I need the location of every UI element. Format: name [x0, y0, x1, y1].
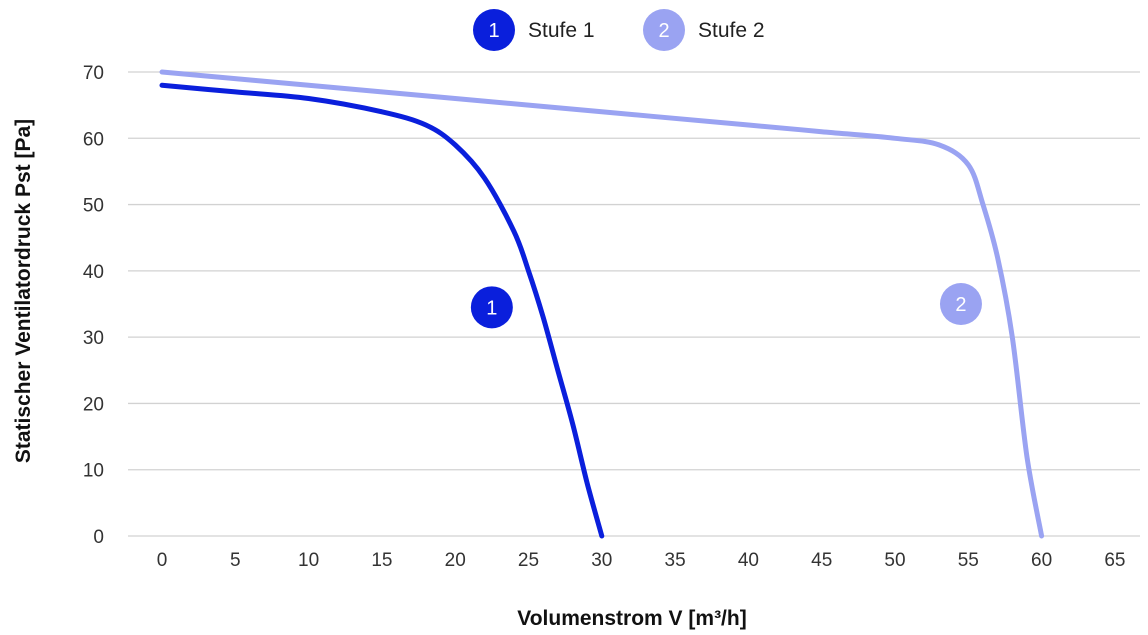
legend-entry-1: 1 Stufe 1	[473, 9, 595, 51]
y-tick-label-40: 40	[83, 262, 104, 283]
legend-entry-2: 2 Stufe 2	[643, 9, 765, 51]
x-tick-label-10: 10	[298, 550, 319, 571]
legend-label-2: Stufe 2	[698, 19, 765, 42]
x-tick-label-15: 15	[371, 550, 392, 571]
y-tick-label-70: 70	[83, 63, 104, 84]
x-tick-label-60: 60	[1031, 550, 1052, 571]
legend-swatch-1	[473, 9, 515, 51]
x-tick-label-50: 50	[884, 550, 905, 571]
y-tick-label-60: 60	[83, 129, 104, 150]
x-tick-label-45: 45	[811, 550, 832, 571]
x-tick-label-5: 5	[230, 550, 241, 571]
y-tick-label-30: 30	[83, 328, 104, 349]
x-tick-label-65: 65	[1104, 550, 1125, 571]
x-axis-title: Volumenstrom V [m³/h]	[517, 607, 746, 630]
y-axis-title: Statischer Ventilatordruck Pst [Pa]	[12, 119, 35, 463]
series-marker-text-1: 1	[486, 297, 497, 319]
series-line-1	[159, 82, 605, 539]
y-tick-label-0: 0	[93, 527, 104, 548]
series-lines	[159, 69, 1045, 539]
legend-swatch-number-1: 1	[488, 20, 499, 42]
y-axis-ticks: 0 10 20 30 40 50 60 70	[83, 63, 104, 548]
series-line-2	[159, 69, 1045, 539]
x-tick-label-0: 0	[157, 550, 168, 571]
legend-swatch-2	[643, 9, 685, 51]
legend-swatch-number-2: 2	[658, 20, 669, 42]
x-tick-label-20: 20	[445, 550, 466, 571]
x-tick-label-25: 25	[518, 550, 539, 571]
series-marker-circle-1	[470, 286, 513, 329]
x-tick-label-30: 30	[591, 550, 612, 571]
x-tick-label-55: 55	[958, 550, 979, 571]
x-axis-ticks: 0 5 10 15 20 25 30 35 40 45 50 55 60 65	[157, 550, 1126, 571]
x-tick-label-40: 40	[738, 550, 759, 571]
x-tick-label-35: 35	[665, 550, 686, 571]
series-marker-2: 2	[939, 283, 982, 325]
series-marker-circle-2	[939, 283, 982, 325]
series-marker-1: 1	[470, 286, 513, 329]
y-tick-label-50: 50	[83, 196, 104, 217]
legend-label-1: Stufe 1	[528, 19, 595, 42]
grid-lines	[128, 71, 1140, 537]
legend: 1 Stufe 1 2 Stufe 2	[473, 9, 765, 51]
series-marker-text-2: 2	[955, 294, 966, 316]
y-tick-label-10: 10	[83, 461, 104, 482]
y-tick-label-20: 20	[83, 394, 104, 415]
